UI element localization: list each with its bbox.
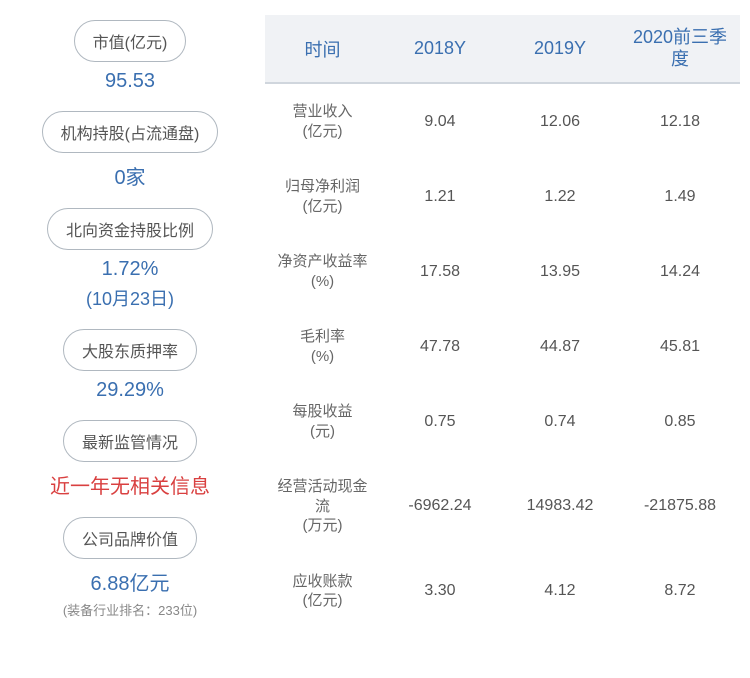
metric-pill-3: 大股东质押率 (63, 329, 197, 371)
cell-value: 1.22 (500, 159, 620, 234)
right-panel: 时间 2018Y 2019Y 2020前三季度 营业收入(亿元)9.0412.0… (255, 0, 750, 678)
cell-value: 0.85 (620, 384, 740, 459)
cell-value: 13.95 (500, 234, 620, 309)
metric-subnote-5: (装备行业排名：233位) (63, 600, 197, 619)
cell-value: 14.24 (620, 234, 740, 309)
row-label: 毛利率(%) (265, 309, 380, 384)
table-header: 时间 2018Y 2019Y 2020前三季度 (265, 15, 740, 83)
row-label: 应收账款(亿元) (265, 554, 380, 629)
table-row: 每股收益(元)0.750.740.85 (265, 384, 740, 459)
cell-value: -6962.24 (380, 459, 500, 554)
header-2018: 2018Y (380, 15, 500, 83)
metric-value-5: 6.88亿元 (91, 567, 170, 596)
metric-value-2: 1.72% (102, 258, 159, 281)
cell-value: 8.72 (620, 554, 740, 629)
table-row: 营业收入(亿元)9.0412.0612.18 (265, 83, 740, 159)
row-label: 经营活动现金流(万元) (265, 459, 380, 554)
metric-value-4: 近一年无相关信息 (50, 470, 210, 499)
table-row: 净资产收益率(%)17.5813.9514.24 (265, 234, 740, 309)
row-label: 每股收益(元) (265, 384, 380, 459)
cell-value: 17.58 (380, 234, 500, 309)
header-time: 时间 (265, 15, 380, 83)
table-row: 经营活动现金流(万元)-6962.2414983.42-21875.88 (265, 459, 740, 554)
cell-value: 44.87 (500, 309, 620, 384)
table-row: 应收账款(亿元)3.304.128.72 (265, 554, 740, 629)
cell-value: 4.12 (500, 554, 620, 629)
cell-value: 0.74 (500, 384, 620, 459)
cell-value: 3.30 (380, 554, 500, 629)
metric-value-1: 0家 (114, 161, 145, 190)
row-label: 净资产收益率(%) (265, 234, 380, 309)
cell-value: 14983.42 (500, 459, 620, 554)
cell-value: -21875.88 (620, 459, 740, 554)
row-label: 营业收入(亿元) (265, 83, 380, 159)
table-row: 毛利率(%)47.7844.8745.81 (265, 309, 740, 384)
left-panel: 市值(亿元) 95.53 机构持股(占流通盘) 0家北向资金持股比例 1.72% (10月… (0, 0, 255, 678)
cell-value: 12.06 (500, 83, 620, 159)
metric-pill-5: 公司品牌价值 (63, 517, 197, 559)
table-row: 归母净利润(亿元)1.211.221.49 (265, 159, 740, 234)
header-2020: 2020前三季度 (620, 15, 740, 83)
cell-value: 12.18 (620, 83, 740, 159)
metric-value-0: 95.53 (105, 70, 155, 93)
financial-table: 时间 2018Y 2019Y 2020前三季度 营业收入(亿元)9.0412.0… (265, 15, 740, 629)
metric-value-3: 29.29% (96, 379, 164, 402)
metric-pill-0: 市值(亿元) (74, 20, 187, 62)
cell-value: 0.75 (380, 384, 500, 459)
header-2019: 2019Y (500, 15, 620, 83)
table-body: 营业收入(亿元)9.0412.0612.18归母净利润(亿元)1.211.221… (265, 83, 740, 629)
cell-value: 1.21 (380, 159, 500, 234)
cell-value: 45.81 (620, 309, 740, 384)
metric-pill-2: 北向资金持股比例 (47, 208, 213, 250)
cell-value: 1.49 (620, 159, 740, 234)
cell-value: 47.78 (380, 309, 500, 384)
cell-value: 9.04 (380, 83, 500, 159)
metric-pill-4: 最新监管情况 (63, 420, 197, 462)
metric-pill-1: 机构持股(占流通盘) (42, 111, 219, 153)
metric-subvalue-2: (10月23日) (86, 285, 174, 311)
row-label: 归母净利润(亿元) (265, 159, 380, 234)
